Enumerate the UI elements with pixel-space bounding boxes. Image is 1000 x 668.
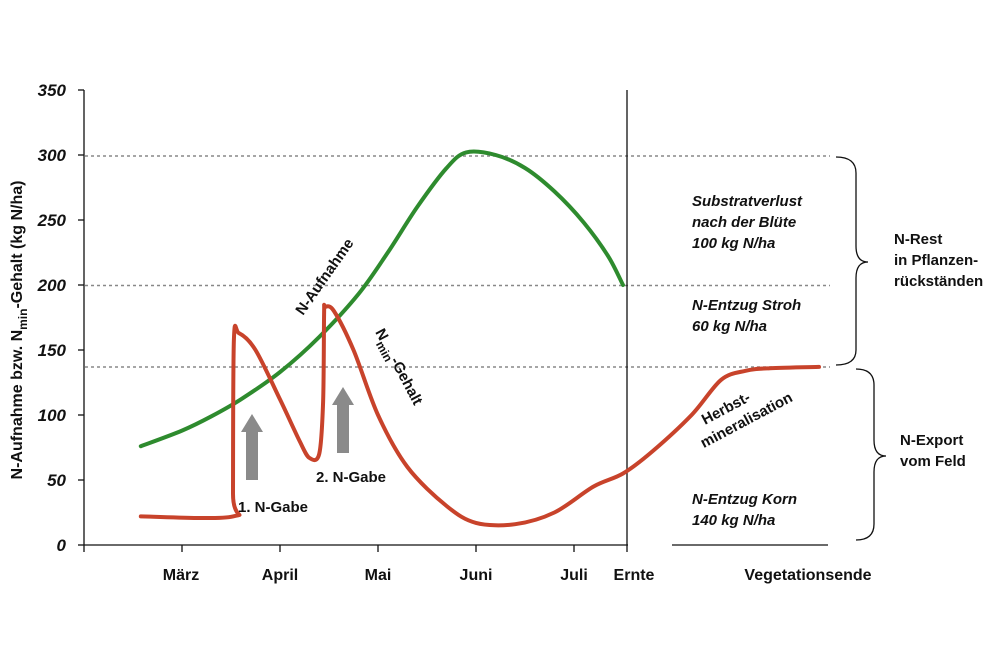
substratverlust-text: Substratverlust nach der Blüte 100 kg N/…: [692, 193, 806, 252]
entzug-stroh-text: N-Entzug Stroh 60 kg N/ha: [692, 297, 805, 335]
n-export-text: N-Export vom Feld: [900, 432, 968, 470]
y-tick-label: 200: [37, 276, 67, 295]
gabe2-label: 2. N-Gabe: [316, 469, 386, 486]
herbst-text: Herbst- mineralisation: [688, 371, 795, 451]
y-tick-label: 350: [38, 81, 67, 100]
series-label-nmin-gehalt: Nmin-Gehalt: [368, 326, 426, 410]
y-axis-label: N-Aufnahme bzw. Nmin-Gehalt (kg N/ha): [9, 181, 30, 480]
n-rest-text: N-Rest in Pflanzen- rückständen: [894, 231, 983, 290]
x-tick-label: Mai: [365, 567, 392, 584]
x-tick-label: Ernte: [614, 567, 655, 584]
x-tick-label: März: [163, 567, 199, 584]
y-tick-label: 150: [38, 341, 67, 360]
y-tick-label: 50: [47, 471, 66, 490]
y-tick-label: 300: [38, 146, 67, 165]
n-rest-brace: [835, 156, 869, 366]
gabe2-arrow: [332, 387, 354, 453]
n-export-brace: [855, 368, 887, 541]
nmin-gehalt-line: [138, 302, 821, 528]
y-tick-label: 0: [57, 536, 67, 555]
y-tick-label: 250: [37, 211, 67, 230]
x-tick-label: Vegetationsende: [744, 567, 871, 584]
n-aufnahme-line: [138, 149, 625, 449]
x-tick-label: Juli: [560, 567, 588, 584]
y-tick-label: 100: [38, 406, 67, 425]
gabe1-arrow: [241, 414, 263, 480]
entzug-korn-text: N-Entzug Korn 140 kg N/ha: [692, 491, 801, 529]
gabe1-label: 1. N-Gabe: [238, 499, 308, 516]
x-tick-label: Juni: [460, 567, 493, 584]
x-tick-label: April: [262, 567, 298, 584]
